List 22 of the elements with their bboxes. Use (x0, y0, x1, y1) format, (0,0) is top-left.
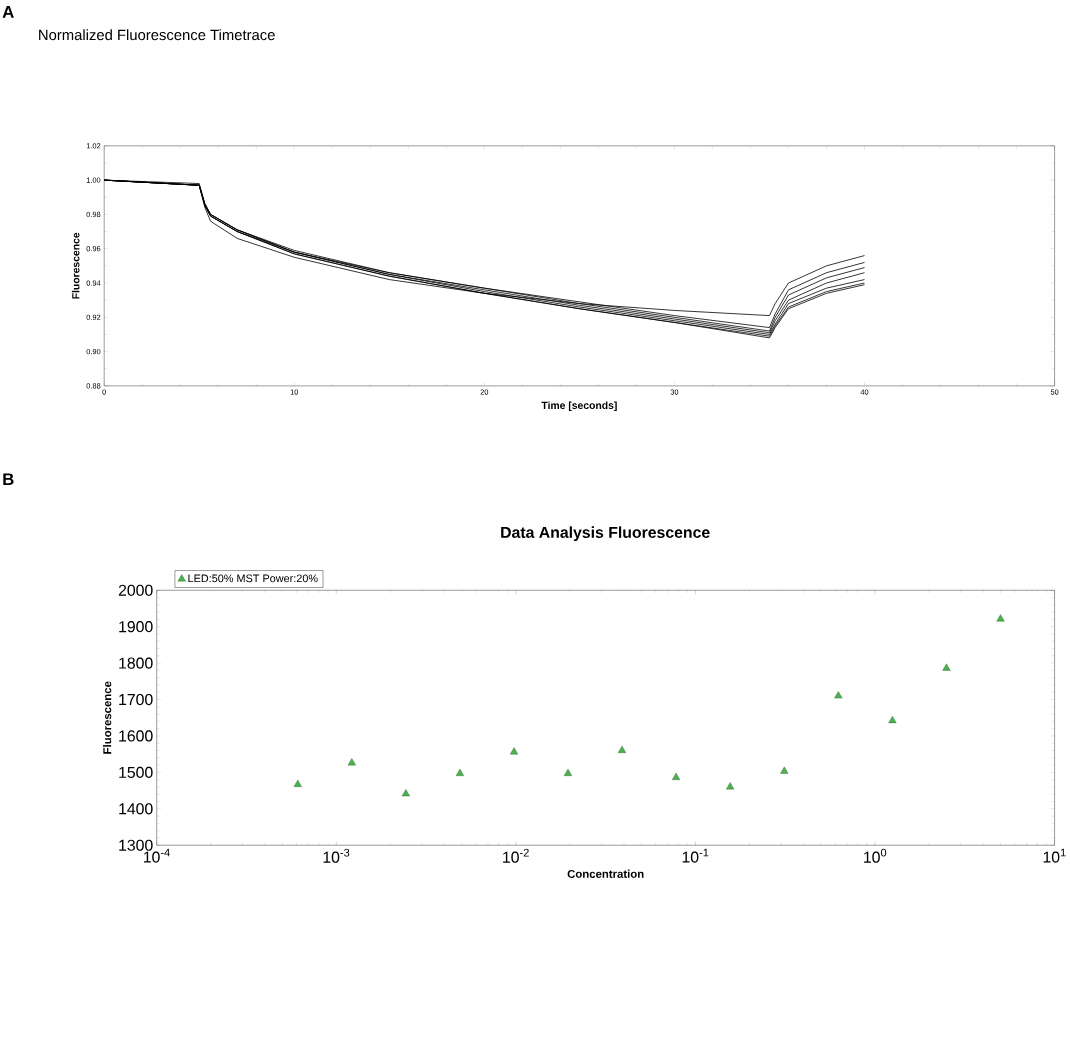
x-tick-label: 10$^{1}$ (1043, 848, 1066, 863)
y-axis-title: Fluorescence (71, 232, 80, 299)
y-tick-label: 1900 (119, 621, 153, 633)
y-tick-label: 1300 (119, 839, 153, 852)
y-tick-label: 1400 (119, 803, 153, 815)
x-axis-title: Time [seconds] (541, 401, 617, 412)
y-tick-label: 1600 (119, 730, 153, 742)
text: A (2, 6, 14, 18)
chart-title: Data Analysis Fluorescence (501, 526, 710, 542)
x-axis-title: Concentration (567, 869, 644, 879)
x-tick-label: 10$^{-3}$ (323, 848, 350, 864)
y-tick-label: 2000 (118, 584, 153, 597)
legend-label: LED:50% MST Power:20% (188, 574, 318, 583)
y-tick-label: 1500 (119, 767, 153, 779)
x-tick-label: 10$^{-1}$ (682, 848, 709, 863)
y-tick-label: 1800 (119, 657, 153, 669)
y-tick-label: 1700 (119, 694, 153, 706)
y-axis-title: Fluorescence (102, 681, 112, 754)
text: B (3, 473, 14, 486)
chart-title: Normalized Fluorescence Timetrace (39, 29, 275, 41)
x-tick-label: 10$^{-2}$ (503, 848, 529, 864)
x-tick-label: 10$^{0}$ (864, 848, 887, 864)
